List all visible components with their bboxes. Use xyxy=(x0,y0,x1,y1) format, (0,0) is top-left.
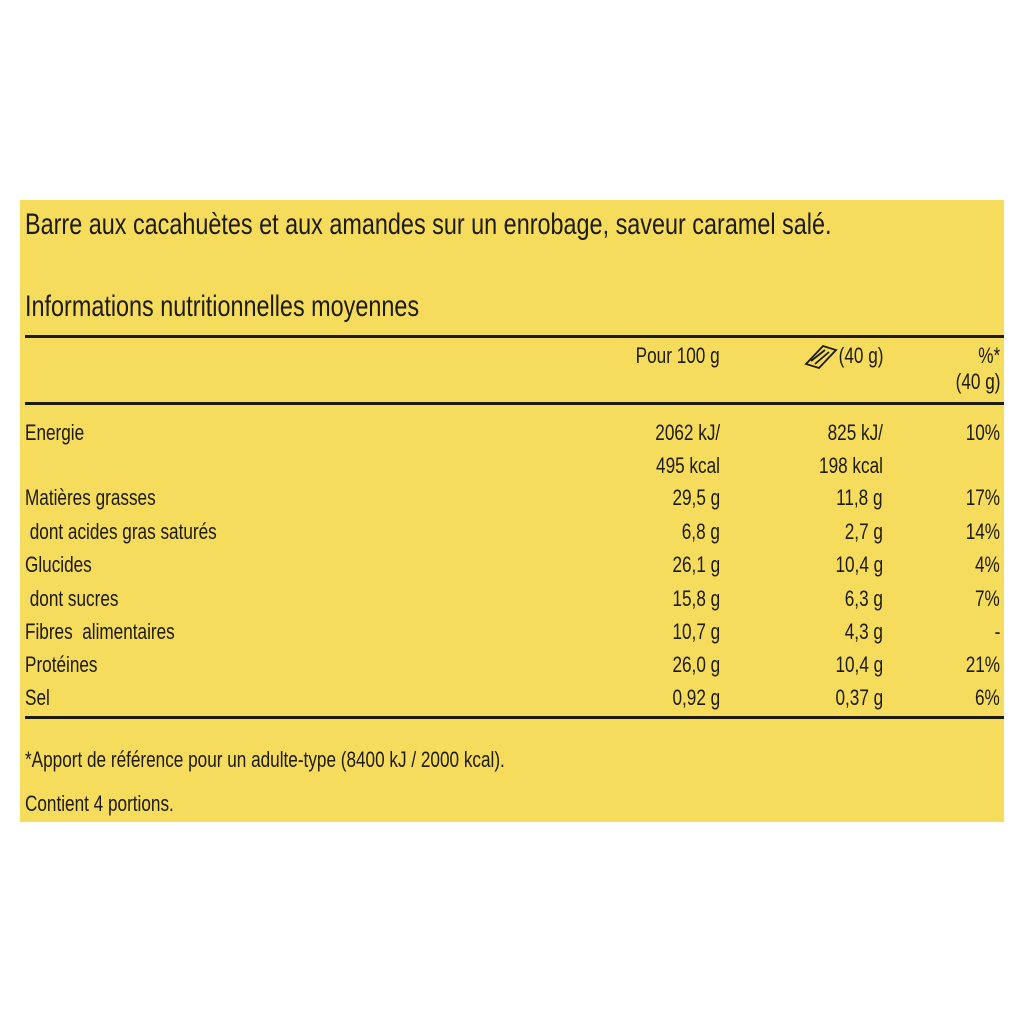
cell-per100: 495 kcal xyxy=(656,453,720,478)
portions: Contient 4 portions. xyxy=(25,791,174,816)
cell-ri: 6% xyxy=(975,685,1000,710)
cell-label: Glucides xyxy=(25,552,92,577)
portion-icon xyxy=(804,344,838,370)
cell-portion: 825 kJ/ xyxy=(827,420,883,445)
cell-per100: 15,8 g xyxy=(672,586,720,611)
cell-per100: 6,8 g xyxy=(681,519,720,544)
footnote: *Apport de référence pour un adulte-type… xyxy=(25,747,505,772)
cell-label: Protéines xyxy=(25,652,98,677)
cell-ri: 7% xyxy=(975,586,1000,611)
cell-ri: 10% xyxy=(965,420,1000,445)
product-title: Barre aux cacahuètes et aux amandes sur … xyxy=(25,208,832,241)
cell-label: Matières grasses xyxy=(25,485,156,510)
header-per100: Pour 100 g xyxy=(636,343,720,368)
section-title: Informations nutritionnelles moyennes xyxy=(25,290,420,323)
cell-label: Energie xyxy=(25,420,85,445)
cell-ri: 4% xyxy=(975,552,1000,577)
cell-per100: 29,5 g xyxy=(672,485,720,510)
rule xyxy=(25,335,1004,338)
cell-label: dont acides gras saturés xyxy=(25,519,217,544)
cell-portion: 4,3 g xyxy=(844,619,883,644)
header-ri: %* xyxy=(978,343,1000,368)
cell-ri: 21% xyxy=(965,652,1000,677)
cell-portion: 11,8 g xyxy=(836,485,883,510)
cell-label: Fibres alimentaires xyxy=(25,619,175,644)
cell-per100: 26,1 g xyxy=(672,552,720,577)
cell-per100: 10,7 g xyxy=(672,619,720,644)
cell-ri: 17% xyxy=(965,485,1000,510)
rule xyxy=(25,716,1004,719)
cell-portion: 0,37 g xyxy=(835,685,883,710)
cell-label: Sel xyxy=(25,685,50,710)
cell-per100: 2062 kJ/ xyxy=(655,420,720,445)
cell-per100: 0,92 g xyxy=(672,685,720,710)
header-ri: (40 g) xyxy=(955,369,1000,394)
cell-portion: 2,7 g xyxy=(844,519,883,544)
rule xyxy=(25,402,1004,405)
cell-per100: 26,0 g xyxy=(672,652,720,677)
cell-portion: 10,4 g xyxy=(835,552,883,577)
cell-label: dont sucres xyxy=(25,586,119,611)
cell-ri: - xyxy=(994,619,1000,644)
cell-ri: 14% xyxy=(965,519,1000,544)
cell-portion: 198 kcal xyxy=(819,453,883,478)
header-portion: (40 g) xyxy=(838,343,883,368)
cell-portion: 6,3 g xyxy=(844,586,883,611)
cell-portion: 10,4 g xyxy=(835,652,883,677)
